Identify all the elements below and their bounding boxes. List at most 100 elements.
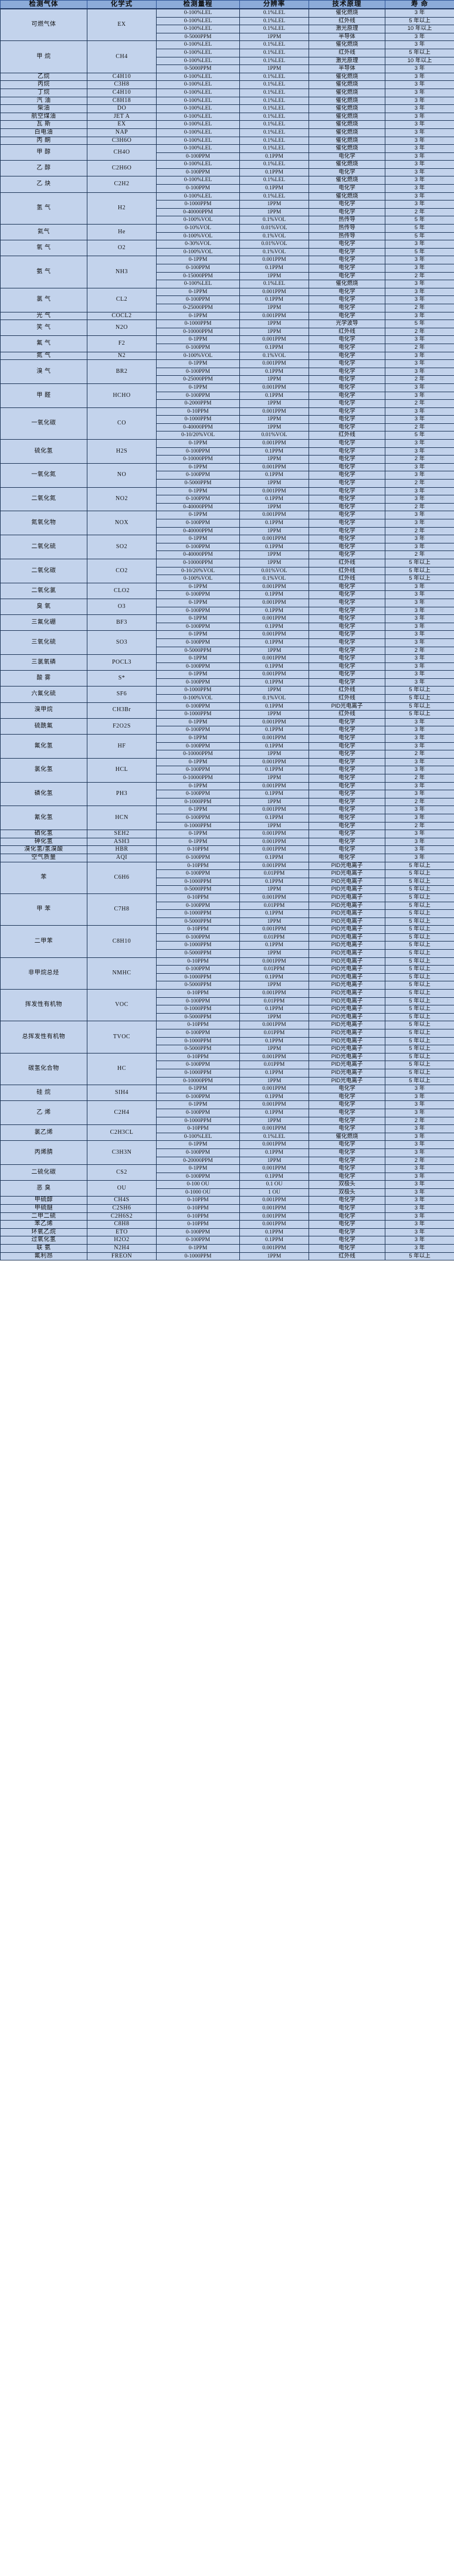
gas-detection-table: 检测气体 化学式 检测量程 分辨率 技术原理 寿 命 可燃气体 EX 0-100%L… [0, 0, 454, 1261]
cell-chemical-formula: C8H10 [87, 925, 157, 958]
table-row: 0-100PPM 0.01PPM PID光电离子 5 年以上 [1, 901, 454, 910]
cell-detection-range: 0-100%VOL [156, 351, 240, 361]
table-row: 溴 气 BR2 0-1PPM 0.001PPM 电化学 3 年 [0, 359, 454, 384]
cell-detection-range: 0-5000PPM [156, 479, 240, 488]
cell-detection-range: 0-100PPM [156, 742, 240, 751]
cell-technology: 电化学 [309, 830, 385, 838]
cell-technology: 催化燃烧 [309, 96, 385, 106]
cell-resolution: 0.1PPM [239, 702, 309, 711]
cell-technology: 电化学 [309, 622, 385, 631]
cell-detection-range: 0-100PPM [156, 1029, 240, 1038]
cell-detection-range: 0-100PPM [156, 519, 240, 528]
table-row: 非甲烷总烃 NMHC 0-10PPM 0.001PPM PID光电离子 5 年以上 [0, 957, 454, 990]
cell-technology: PID光电离子 [309, 1052, 385, 1062]
cell-technology: 电化学 [309, 1085, 385, 1093]
cell-lifespan: 3 年 [385, 813, 454, 823]
cell-chemical-formula: NH3 [87, 256, 157, 288]
cell-resolution: 0.1%LEL [239, 104, 309, 113]
table-row: 0-100%LEL 0.1%LEL 红外线 5 年以上 [1, 48, 454, 57]
table-row: 二甲二硫 C2H6S2 0-10PPM 0.001PPM 电化学 3 年 [0, 1212, 454, 1221]
cell-technology: 电化学 [309, 423, 385, 432]
cell-gas-name: 柴油 [0, 104, 87, 113]
cell-resolution: 0.001PPM [239, 1244, 309, 1253]
table-row: 乙 炔 C2H2 0-100%LEL 0.1%LEL 催化燃烧 3 年 [0, 176, 454, 193]
column-header-formula: 化学式 [87, 0, 157, 9]
cell-gas-name: 瓦 斯 [0, 120, 87, 129]
table-row: 三氯氧磷 POCL3 0-1PPM 0.001PPM 电化学 3 年 [0, 654, 454, 671]
cell-chemical-formula: NMHC [87, 957, 157, 990]
cell-detection-range: 0-100PPM [156, 184, 240, 193]
table-row: 二氧化氮 NO2 0-1PPM 0.001PPM 电化学 3 年 [0, 487, 454, 512]
cell-lifespan: 10 年以上 [385, 25, 454, 33]
cell-gas-name: 氯乙烯 [0, 1124, 87, 1141]
table-row: 溴甲烷 CH3Br 0-100PPM 0.1PPM PID光电离子 5 年以上 [0, 702, 454, 719]
cell-resolution: 0.1%LEL [239, 8, 309, 18]
cell-detection-range: 0-1PPM [156, 256, 240, 264]
cell-technology: 电化学 [309, 375, 385, 384]
table-row: 0-5000PPM 1PPM 半导体 3 年 [1, 32, 454, 42]
cell-resolution: 0.001PPM [239, 335, 309, 344]
cell-detection-range: 0-100PPM [156, 901, 240, 910]
cell-chemical-formula: NO2 [87, 487, 157, 512]
cell-resolution: 0.1PPM [239, 941, 309, 950]
table-row: 0-1000PPM 1PPM 电化学 3 年 [1, 415, 454, 424]
cell-chemical-formula: SEH2 [87, 830, 157, 838]
table-row: 甲 苯 C7H8 0-10PPM 0.001PPM PID光电离子 5 年以上 [0, 893, 454, 926]
cell-lifespan: 3 年 [385, 734, 454, 743]
table-body: 可燃气体 EX 0-100%LEL 0.1%LEL 催化燃烧 3 年 0-100%LEL 0.… [0, 8, 454, 1261]
cell-chemical-formula: CH4S [87, 1196, 157, 1205]
cell-gas-name: 溴甲烷 [0, 702, 87, 719]
cell-chemical-formula: C2H6S2 [87, 1212, 157, 1221]
cell-detection-range: 0-100%LEL [156, 280, 240, 288]
cell-resolution: 0.1PPM [239, 542, 309, 552]
table-row: 0-100PPM 0.1PPM 电化学 3 年 [1, 168, 454, 177]
table-row: 氟化氢 HF 0-1PPM 0.001PPM 电化学 3 年 [0, 734, 454, 759]
cell-detection-range: 0-1000 OU [156, 1188, 240, 1197]
cell-detection-range: 0-1PPM [156, 535, 240, 543]
cell-resolution: 1PPM [239, 415, 309, 424]
table-row: 0-10000PPM 1PPM 红外线 2 年 [1, 327, 454, 337]
cell-resolution: 0.01PPM [239, 1061, 309, 1069]
cell-chemical-formula: C4H10 [87, 72, 157, 81]
cell-technology: 电化学 [309, 590, 385, 599]
table-row: 0-1000 OU 1 OU 双极头 3 年 [1, 1188, 454, 1197]
cell-detection-range: 0-100%LEL [156, 144, 240, 153]
cell-lifespan: 5 年以上 [385, 989, 454, 998]
cell-chemical-formula: CL2 [87, 287, 157, 312]
cell-technology: 电化学 [309, 1124, 385, 1133]
cell-detection-range: 0-5000PPM [156, 646, 240, 655]
cell-lifespan: 5 年以上 [385, 869, 454, 878]
cell-resolution: 0.1PPM [239, 1068, 309, 1078]
cell-lifespan: 3 年 [385, 1140, 454, 1149]
cell-chemical-formula: JET A [87, 112, 157, 121]
table-row: 柴油 DO 0-100%LEL 0.1%LEL 催化燃烧 3 年 [0, 104, 454, 113]
cell-detection-range: 0-10PPM [156, 925, 240, 934]
cell-gas-name: 氨 气 [0, 256, 87, 288]
cell-gas-name: 白电油 [0, 128, 87, 137]
cell-detection-range: 0-15000PPM [156, 271, 240, 281]
cell-resolution: 0.1PPM [239, 1148, 309, 1157]
cell-gas-name: 氧 气 [0, 240, 87, 257]
cell-technology: 电化学 [309, 256, 385, 264]
cell-resolution: 0.001PPM [239, 781, 309, 791]
cell-technology: PID光电离子 [309, 1045, 385, 1053]
table-row: 0-100PPM 0.1PPM 电化学 3 年 [1, 606, 454, 616]
cell-lifespan: 2 年 [385, 646, 454, 655]
cell-technology: PID光电离子 [309, 909, 385, 918]
cell-gas-name: 氟化氢 [0, 734, 87, 759]
cell-technology: 催化燃烧 [309, 280, 385, 288]
cell-detection-range: 0-100PPM [156, 790, 240, 798]
cell-detection-range: 0-100%LEL [156, 96, 240, 106]
cell-chemical-formula: CS2 [87, 1164, 157, 1181]
cell-resolution: 0.1%LEL [239, 1132, 309, 1141]
cell-technology: 电化学 [309, 447, 385, 456]
table-row: 氮 气 N2 0-100%VOL 0.1%VOL 电化学 3 年 [0, 351, 454, 361]
cell-technology: 电化学 [309, 1092, 385, 1102]
table-row: 0-25000PPM 1PPM 电化学 2 年 [1, 375, 454, 384]
cell-lifespan: 3 年 [385, 606, 454, 616]
cell-technology: 电化学 [309, 455, 385, 464]
table-row: 0-100PPM 0.01PPM PID光电离子 5 年以上 [1, 933, 454, 942]
cell-detection-range: 0-100PPM [156, 343, 240, 352]
cell-resolution: 0.1%LEL [239, 40, 309, 49]
cell-resolution: 0.01PPM [239, 965, 309, 974]
